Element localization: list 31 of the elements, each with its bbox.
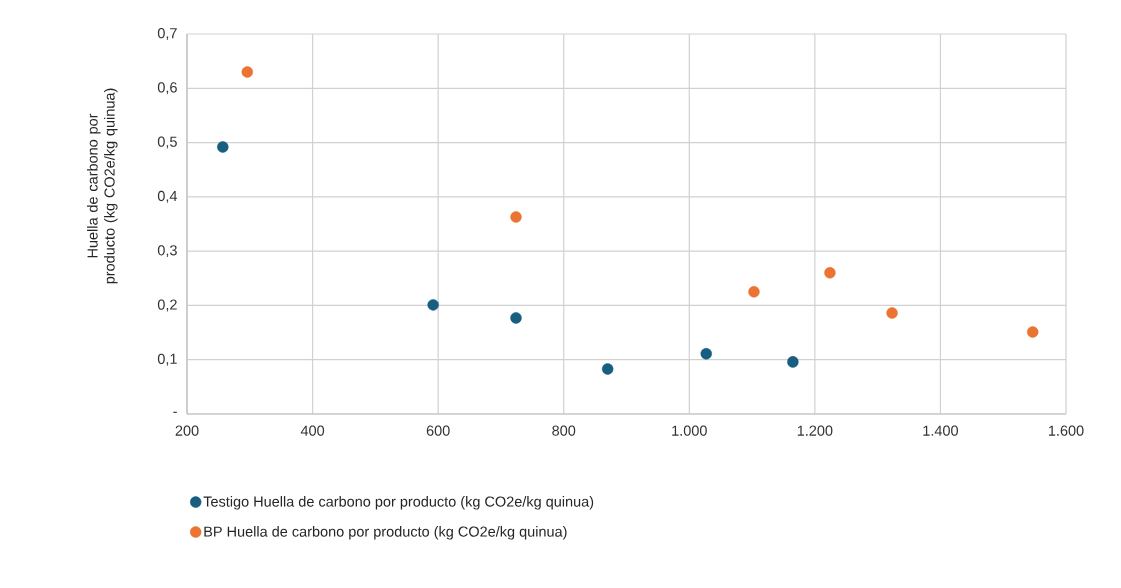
x-tick-label: 800 [552,425,576,436]
point [510,211,522,223]
point [601,363,614,375]
y-tick-label: 0,6 [157,82,177,95]
point [824,267,836,279]
y-tick-label: 0,2 [157,299,177,312]
y-tick-label: 0,4 [157,190,178,203]
x-tick-label: 1.400 [923,425,958,436]
legend-label: Testigo Huella de carbono por producto (kg CO2e/kg quinua) [203,496,594,510]
point [787,356,799,368]
x-tick-label: 1.200 [797,425,833,436]
point [241,66,253,78]
point [1027,326,1039,338]
y-tick-label: 0,7 [157,28,177,40]
y-tick-label: 0,5 [157,136,177,149]
x-tick-label: 400 [300,425,325,436]
x-tick-label: 1.000 [672,425,707,436]
y-tick-label: - [173,411,177,413]
x-tick-label: 200 [175,425,199,436]
point [427,299,439,311]
y-axis-title: Huella de carbono por producto (kg CO2e/kg quinua) [87,88,118,284]
y-tick-label: 0,1 [157,353,177,366]
point [886,307,898,319]
x-tick-label: 1.600 [1048,425,1084,436]
point [748,286,760,298]
x-tick-label: 600 [426,425,450,436]
legend-label: BP Huella de carbono por producto (kg CO2e/kg quinua) [204,526,567,540]
point [510,312,522,324]
point [700,348,712,360]
y-tick-label: 0,3 [157,245,177,258]
point [217,141,229,153]
